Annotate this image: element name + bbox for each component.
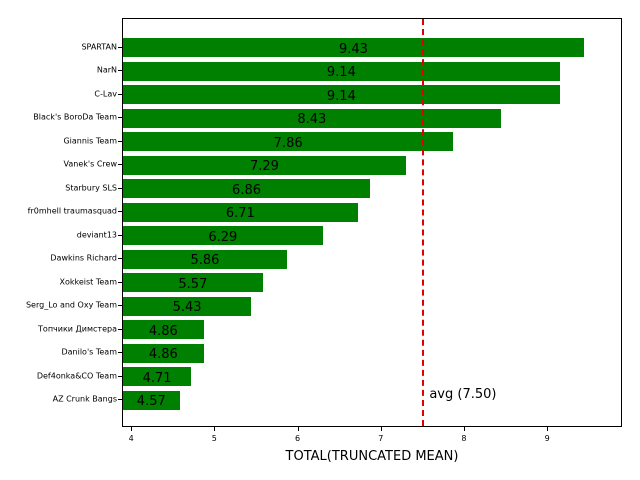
bar bbox=[123, 85, 560, 104]
bar-value-label: 6.29 bbox=[208, 229, 238, 245]
y-tick-label: Serg_Lo and Oxy Team bbox=[25, 300, 117, 310]
x-tick-label: 4 bbox=[128, 434, 134, 443]
y-tick bbox=[118, 117, 122, 118]
average-label: avg (7.50) bbox=[429, 387, 497, 402]
bar bbox=[123, 38, 584, 57]
bar bbox=[123, 132, 454, 151]
bar bbox=[123, 108, 501, 128]
bar bbox=[123, 226, 323, 245]
x-tick bbox=[297, 427, 299, 431]
y-tick bbox=[118, 187, 122, 189]
x-tick bbox=[463, 427, 465, 431]
bar-value-label: 4.57 bbox=[136, 394, 166, 409]
bar bbox=[123, 320, 204, 339]
y-tick-label: NarN bbox=[96, 65, 117, 75]
bar-value-label: 6.71 bbox=[225, 206, 255, 221]
y-tick bbox=[118, 140, 122, 142]
y-tick-label: fr0mhell traumasquad bbox=[27, 206, 117, 216]
y-tick bbox=[118, 281, 122, 283]
x-tick bbox=[547, 427, 549, 431]
y-tick-label: Giannis Team bbox=[63, 136, 117, 145]
average-line bbox=[422, 19, 425, 426]
bar-value-label: 5.57 bbox=[178, 276, 208, 292]
y-tick bbox=[118, 352, 122, 353]
x-axis-title: TOTAL(TRUNCATED MEAN) bbox=[285, 449, 459, 464]
bar-value-label: 5.43 bbox=[172, 300, 202, 315]
y-tick-label: AZ Crunk Bangs bbox=[52, 394, 117, 404]
y-tick bbox=[118, 46, 122, 48]
bar bbox=[123, 202, 358, 222]
bar bbox=[123, 273, 263, 292]
y-tick-label: Xokkeist Team bbox=[59, 277, 118, 286]
y-tick bbox=[118, 375, 122, 377]
bar bbox=[123, 249, 287, 269]
bar-value-label: 7.86 bbox=[273, 135, 303, 151]
x-tick bbox=[131, 427, 133, 431]
x-tick-label: 9 bbox=[544, 434, 550, 443]
y-tick-label: Starbury SLS bbox=[65, 183, 117, 192]
bar bbox=[123, 179, 371, 198]
bar-value-label: 9.43 bbox=[338, 41, 368, 57]
y-tick-label: SPARTAN bbox=[81, 42, 117, 51]
y-tick bbox=[118, 399, 122, 400]
y-tick bbox=[118, 93, 122, 95]
y-tick-label: Danilo's Team bbox=[61, 347, 117, 357]
x-tick-label: 7 bbox=[378, 434, 384, 443]
y-tick-label: Dawkins Richard bbox=[50, 253, 117, 263]
x-tick bbox=[380, 427, 382, 431]
y-tick bbox=[118, 70, 122, 71]
bar bbox=[123, 343, 204, 363]
bar bbox=[123, 155, 406, 175]
bar-value-label: 4.86 bbox=[148, 323, 178, 339]
y-tick bbox=[118, 305, 122, 306]
bar bbox=[123, 390, 180, 410]
bar-value-label: 4.71 bbox=[142, 370, 172, 386]
bar-value-label: 8.43 bbox=[297, 112, 327, 127]
bar-value-label: 9.14 bbox=[326, 88, 356, 104]
y-tick-label: Def4onka&CO Team bbox=[36, 371, 117, 380]
bar-value-label: 4.86 bbox=[148, 347, 178, 362]
x-tick bbox=[214, 427, 216, 431]
bar-value-label: 6.86 bbox=[232, 182, 262, 198]
y-tick bbox=[118, 234, 122, 236]
y-tick bbox=[118, 211, 122, 212]
x-tick-label: 8 bbox=[461, 434, 467, 443]
y-tick-label: Black's BoroDa Team bbox=[33, 112, 117, 122]
y-tick-label: Топчики Димстера bbox=[38, 324, 117, 333]
y-tick-label: deviant13 bbox=[76, 230, 117, 239]
y-tick bbox=[118, 328, 122, 330]
bar bbox=[123, 296, 252, 316]
bar-value-label: 9.14 bbox=[326, 65, 356, 80]
y-tick-label: C-Lav bbox=[94, 89, 117, 98]
y-tick bbox=[118, 258, 122, 259]
x-tick-label: 6 bbox=[294, 434, 301, 443]
y-tick bbox=[118, 164, 122, 165]
bar-value-label: 5.86 bbox=[190, 253, 220, 268]
y-tick-label: Vanek's Crew bbox=[63, 159, 117, 169]
plot-area: avg (7.50) 9.43 9.14 9.14 8.43 7.86 7.29 6.86 6… bbox=[122, 18, 622, 427]
x-tick-label: 5 bbox=[211, 434, 217, 443]
bar bbox=[123, 61, 560, 81]
bar-value-label: 7.29 bbox=[249, 159, 279, 174]
bar bbox=[123, 367, 192, 386]
